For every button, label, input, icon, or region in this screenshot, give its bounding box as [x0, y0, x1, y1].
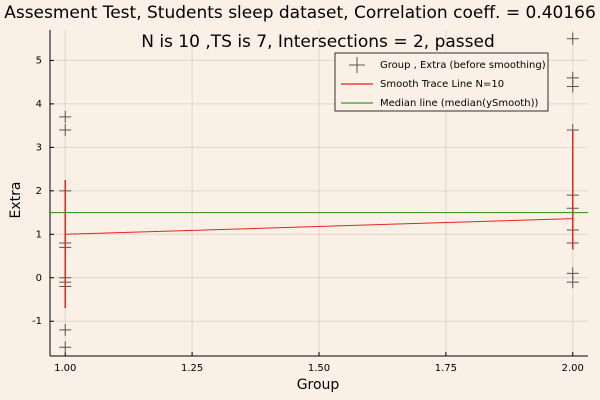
chart-title: Assesment Test, Students sleep dataset, …: [4, 3, 596, 23]
data-point: [566, 71, 579, 84]
y-tick-label: 0: [36, 273, 42, 284]
y-tick-label: 1: [36, 229, 42, 240]
x-tick-label: 2.00: [562, 363, 584, 374]
x-tick-label: 1.00: [54, 363, 76, 374]
y-tick-label: -1: [32, 316, 42, 327]
data-point: [59, 323, 72, 336]
data-point: [59, 123, 72, 136]
x-tick-label: 1.25: [181, 363, 203, 374]
legend-box: [334, 52, 549, 112]
y-tick-label: 2: [36, 186, 42, 197]
chart-subtitle: N is 10 ,TS is 7, Intersections = 2, pas…: [141, 32, 495, 52]
legend-label: Smooth Trace Line N=10: [380, 79, 504, 90]
data-point: [566, 276, 579, 289]
y-tick-label: 4: [36, 99, 42, 110]
y-tick-label: 3: [36, 142, 42, 153]
data-point: [566, 32, 579, 45]
legend-symbol: [349, 57, 365, 73]
y-tick-label: 5: [36, 55, 42, 66]
x-tick-label: 1.50: [308, 363, 330, 374]
data-point: [59, 110, 72, 123]
legend-label: Median line (median(ySmooth)): [380, 98, 538, 109]
legend-label: Group , Extra (before smoothing): [380, 60, 546, 71]
x-tick-label: 1.75: [435, 363, 457, 374]
y-axis-label: Extra: [8, 182, 24, 219]
x-axis-label: Group: [297, 377, 340, 393]
trace-line: [65, 218, 573, 235]
data-point: [59, 341, 72, 354]
